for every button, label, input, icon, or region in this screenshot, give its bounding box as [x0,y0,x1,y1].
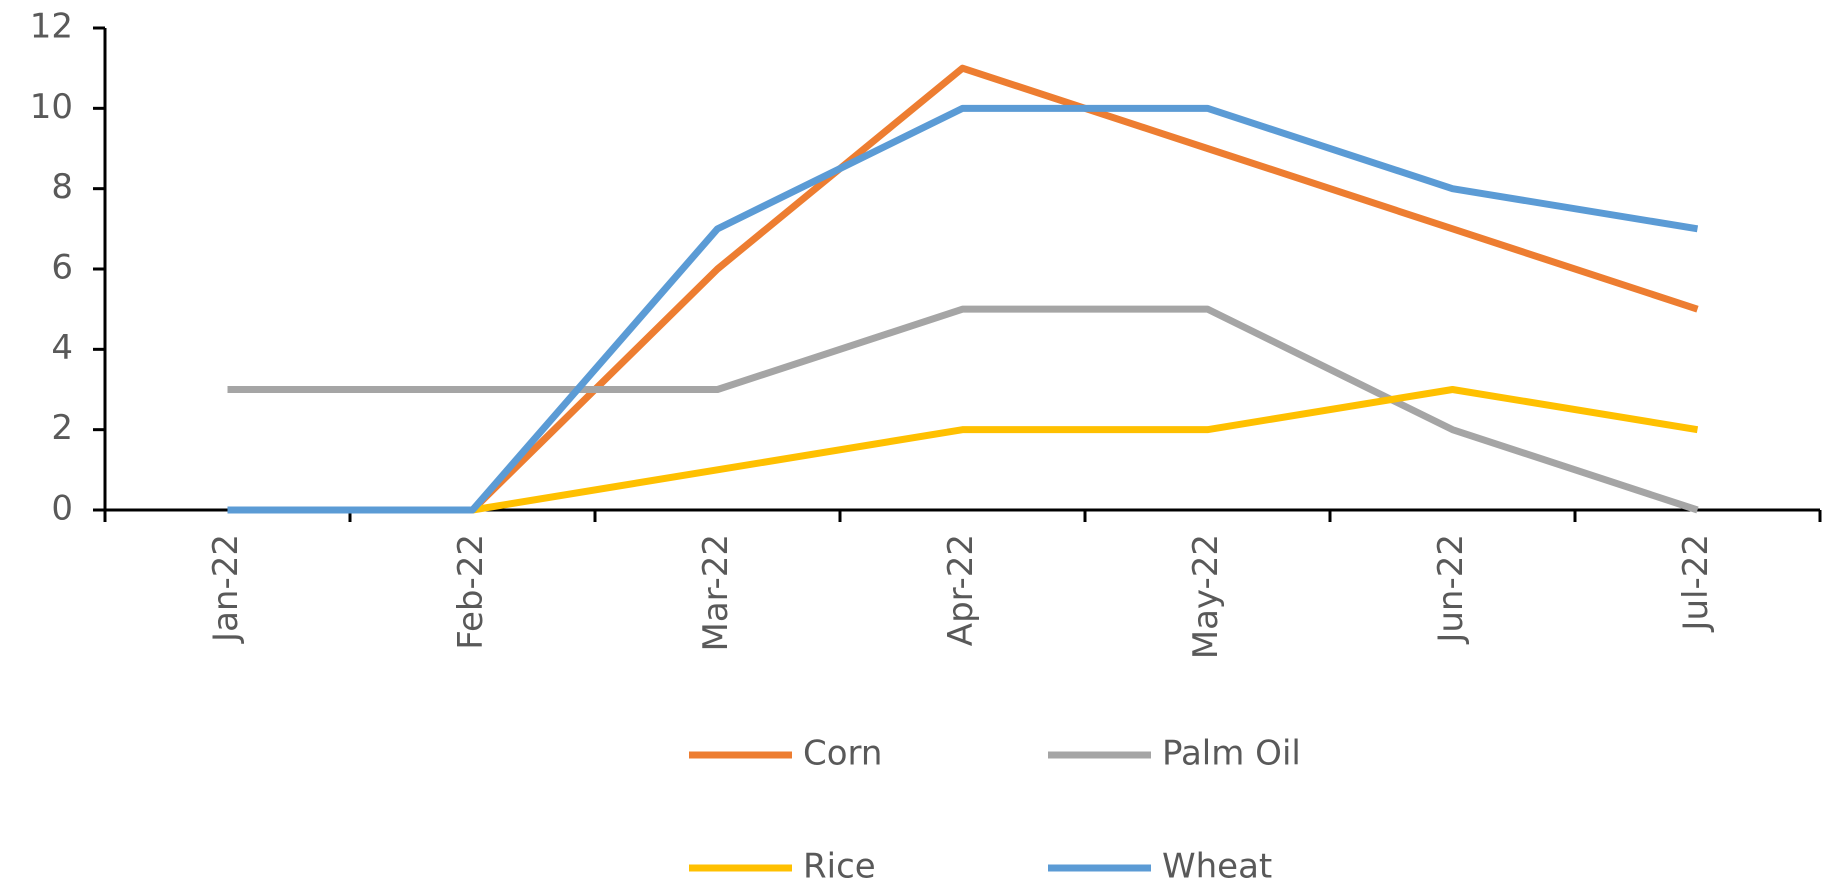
x-tick-label: Feb-22 [451,534,491,650]
legend-label: Wheat [1162,847,1272,887]
legend-label: Corn [803,734,882,774]
x-tick-label: Mar-22 [696,534,736,652]
series-line [227,104,1699,514]
y-tick-label: 8 [51,167,73,207]
x-tick-label: Jun-22 [1431,534,1471,645]
y-tick-label: 12 [30,7,73,47]
series-line [227,305,1699,514]
y-tick-label: 4 [51,328,73,368]
y-tick-label: 0 [51,489,73,529]
series-line [227,386,1699,514]
x-tick-label: Apr-22 [941,534,981,646]
x-tick-label: Jan-22 [206,534,246,644]
x-tick-label: Jul-22 [1676,534,1716,633]
y-tick-label: 6 [51,248,73,288]
series-line [227,64,1699,514]
y-tick-label: 10 [30,87,73,127]
x-tick-label: May-22 [1186,534,1226,659]
legend-label: Palm Oil [1162,734,1301,774]
legend-label: Rice [803,847,876,887]
y-tick-label: 2 [51,408,73,448]
